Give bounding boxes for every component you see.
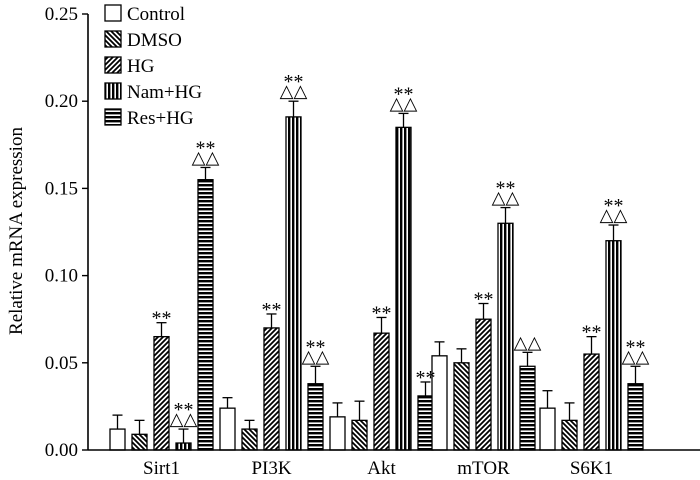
star-annotation: **	[474, 289, 494, 311]
significance-annotations: **△△**△△****△△**△△****△△******△△**△△ **△△…	[152, 71, 650, 429]
bar-control-pi3k	[219, 407, 236, 451]
category-label: Sirt1	[143, 458, 180, 479]
y-tick-label: 0.00	[45, 440, 78, 461]
star-annotation: **	[306, 336, 326, 358]
legend: Control DMSO HG Nam+HG Res+HG	[104, 4, 202, 129]
bar-control-akt	[329, 416, 346, 451]
legend-swatch	[104, 30, 122, 48]
star-annotation: **	[262, 299, 282, 321]
y-axis-ticks: 0.00 0.05 0.10 0.15 0.20 0.25	[45, 4, 88, 461]
star-annotation: **	[496, 178, 516, 200]
legend-swatch	[104, 108, 122, 126]
triangle-annotation: △△	[302, 346, 330, 366]
bar-hg-mtor	[475, 318, 492, 451]
category-label: S6K1	[570, 458, 613, 479]
legend-swatch	[104, 4, 122, 22]
star-annotation: **	[372, 302, 392, 324]
bar-dmso-s6k1	[561, 419, 578, 451]
y-axis-label: Relative mRNA expression	[6, 127, 27, 335]
triangle-annotation: △△	[192, 147, 220, 167]
bar-nam-hg-pi3k	[285, 116, 302, 451]
star-annotation: **	[416, 367, 436, 389]
bars	[109, 100, 644, 451]
bar-control-sirt1	[109, 428, 126, 451]
legend-label: HG	[127, 56, 155, 77]
triangle-annotation: △△	[600, 205, 628, 225]
star-annotation: **	[174, 399, 194, 421]
triangle-annotation: △△	[170, 409, 198, 429]
triangle-annotation: △△	[280, 81, 308, 101]
bar-nam-hg-mtor	[497, 222, 514, 451]
bar-hg-s6k1	[583, 353, 600, 451]
bar-res-hg-s6k1	[627, 383, 644, 451]
bar-dmso-pi3k	[241, 428, 258, 451]
triangle-annotation: △△	[514, 332, 542, 352]
bar-nam-hg-akt	[395, 126, 412, 451]
y-tick-label: 0.05	[45, 353, 78, 374]
triangle-annotation: △△	[622, 346, 650, 366]
x-axis-categories: Sirt1 PI3K Akt mTOR S6K1	[143, 458, 613, 479]
bar-dmso-akt	[351, 419, 368, 451]
category-label: mTOR	[457, 458, 510, 479]
legend-label: Control	[127, 4, 185, 25]
y-tick-label: 0.20	[45, 91, 78, 112]
bar-res-hg-mtor	[519, 365, 536, 451]
bar-nam-hg-s6k1	[605, 240, 622, 451]
bar-hg-sirt1	[153, 335, 170, 451]
bar-nam-hg-sirt1	[175, 442, 192, 451]
y-tick-label: 0.25	[45, 4, 78, 25]
star-annotation: **	[582, 322, 602, 344]
legend-label: Res+HG	[127, 108, 194, 129]
star-annotation: **	[394, 83, 414, 105]
bar-hg-pi3k	[263, 327, 280, 451]
star-annotation: **	[626, 336, 646, 358]
bar-control-s6k1	[539, 407, 556, 451]
bar-hg-akt	[373, 332, 390, 451]
legend-swatch	[104, 82, 122, 100]
bar-res-hg-akt	[417, 395, 434, 451]
bar-dmso-mtor	[453, 362, 470, 451]
y-tick-label: 0.10	[45, 266, 78, 287]
y-tick-label: 0.15	[45, 178, 78, 199]
star-annotation: **	[152, 308, 172, 330]
bar-dmso-sirt1	[131, 433, 148, 451]
bar-res-hg-pi3k	[307, 383, 324, 451]
category-label: Akt	[367, 458, 396, 479]
star-annotation: **	[604, 195, 624, 217]
triangle-annotation: △△	[390, 93, 418, 113]
star-annotation: **	[196, 137, 216, 159]
star-annotation: **	[284, 71, 304, 93]
legend-label: DMSO	[127, 30, 182, 51]
triangle-annotation: △△	[492, 188, 520, 208]
legend-swatch	[104, 56, 122, 74]
bar-res-hg-sirt1	[197, 179, 214, 451]
legend-label: Nam+HG	[127, 82, 202, 103]
category-label: PI3K	[251, 458, 291, 479]
